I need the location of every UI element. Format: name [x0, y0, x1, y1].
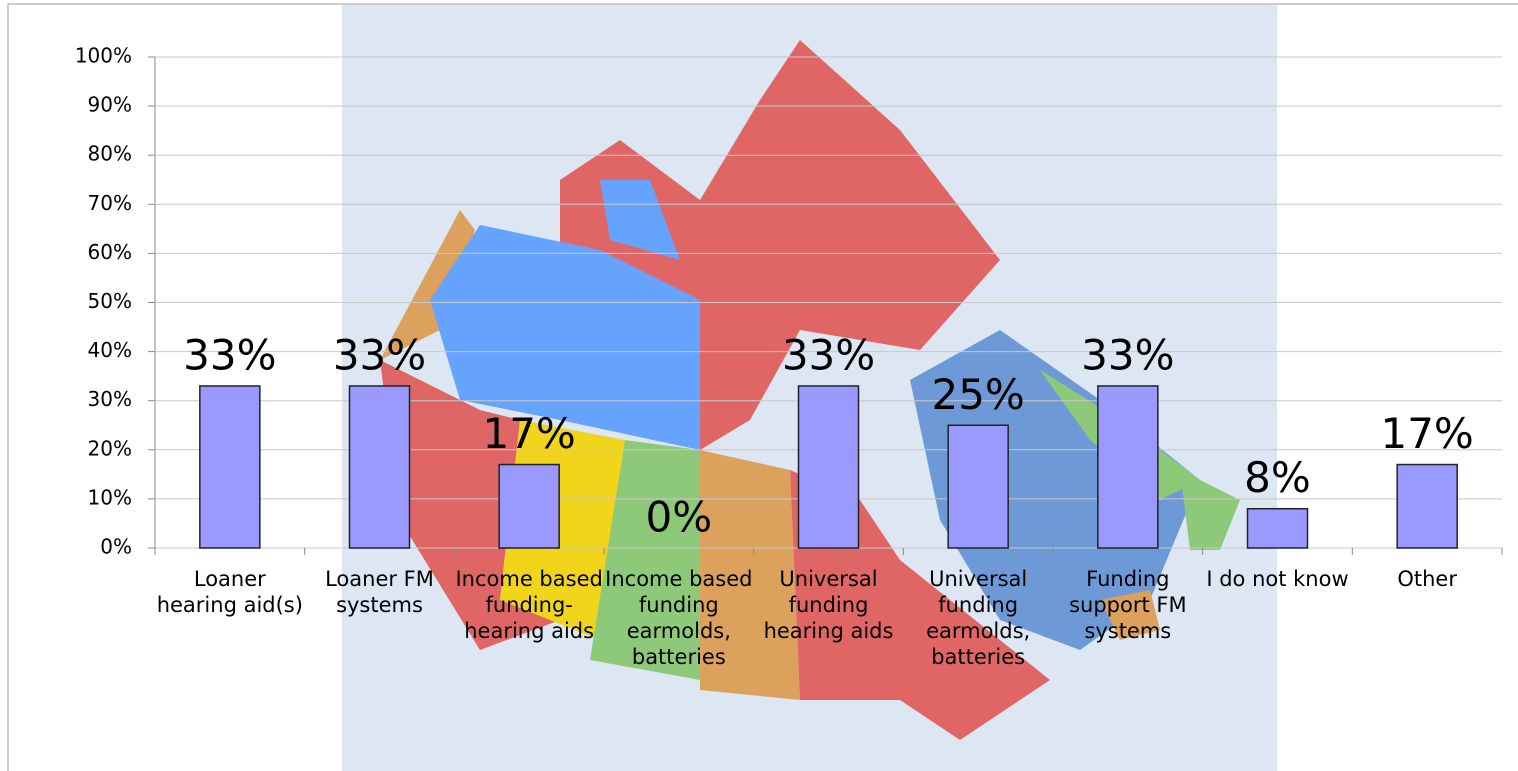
bar: [199, 385, 261, 549]
y-tick-label: 20%: [88, 436, 132, 460]
value-label: 0%: [646, 493, 713, 542]
x-tick-label-box: Income based funding earmolds, batteries: [605, 567, 753, 669]
newfoundland: [1180, 470, 1240, 550]
y-tick-label: 70%: [88, 191, 132, 215]
quebec: [910, 330, 1200, 650]
x-tick-label: Loaner FM systems: [325, 567, 434, 617]
x-tick-label-box: Income based funding-hearing aids: [455, 567, 603, 643]
y-tick-label: 90%: [88, 93, 132, 117]
value-label: 17%: [1380, 409, 1473, 458]
y-tick-label: 100%: [75, 44, 132, 68]
x-tick-label-box: I do not know: [1206, 567, 1349, 591]
bar: [1246, 507, 1309, 549]
y-tick-label: 0%: [100, 535, 132, 559]
new-brunswick: [1100, 590, 1160, 640]
x-tick-label: Income based funding-hearing aids: [455, 567, 603, 643]
y-tick-label: 60%: [88, 240, 132, 264]
value-label: 33%: [333, 330, 426, 379]
x-tick-label-box: Universal funding hearing aids: [763, 567, 894, 643]
bar: [797, 385, 860, 549]
value-label: 33%: [1081, 330, 1174, 379]
x-tick-label: Funding support FM systems: [1069, 567, 1187, 643]
x-tick-label-box: Funding support FM systems: [1069, 567, 1187, 643]
bar: [348, 385, 411, 549]
x-tick-label-box: Universal funding earmolds, batteries: [926, 567, 1031, 669]
y-tick-label: 30%: [88, 387, 132, 411]
manitoba: [700, 450, 800, 700]
value-label: 33%: [782, 330, 875, 379]
x-tick-label: Universal funding earmolds, batteries: [926, 567, 1031, 669]
x-tick-label-box: Loaner hearing aid(s): [156, 567, 303, 617]
y-tick-label: 10%: [88, 485, 132, 509]
value-label: 25%: [931, 370, 1024, 419]
bar: [498, 463, 560, 549]
bar: [947, 424, 1009, 549]
x-tick-label: Universal funding hearing aids: [763, 567, 894, 643]
x-tick-label-box: Loaner FM systems: [325, 567, 434, 617]
x-tick-label: Other: [1397, 567, 1457, 591]
x-tick-label-box: Other: [1397, 567, 1457, 591]
bar: [1097, 385, 1159, 549]
bc: [380, 360, 560, 650]
x-tick-label: I do not know: [1206, 567, 1349, 591]
saskatchewan: [590, 440, 700, 680]
x-tick-label: Loaner hearing aid(s): [156, 567, 303, 617]
value-label: 33%: [183, 330, 276, 379]
nunavut: [560, 40, 1000, 450]
y-tick-label: 40%: [88, 338, 132, 362]
y-tick-label: 80%: [88, 142, 132, 166]
value-label: 17%: [482, 409, 575, 458]
x-tick-label: Income based funding earmolds, batteries: [605, 567, 753, 669]
island: [600, 180, 680, 260]
y-tick-label: 50%: [88, 289, 132, 313]
nwt: [430, 225, 700, 450]
bar: [1396, 463, 1458, 549]
value-label: 8%: [1244, 453, 1311, 502]
yukon: [380, 210, 475, 360]
